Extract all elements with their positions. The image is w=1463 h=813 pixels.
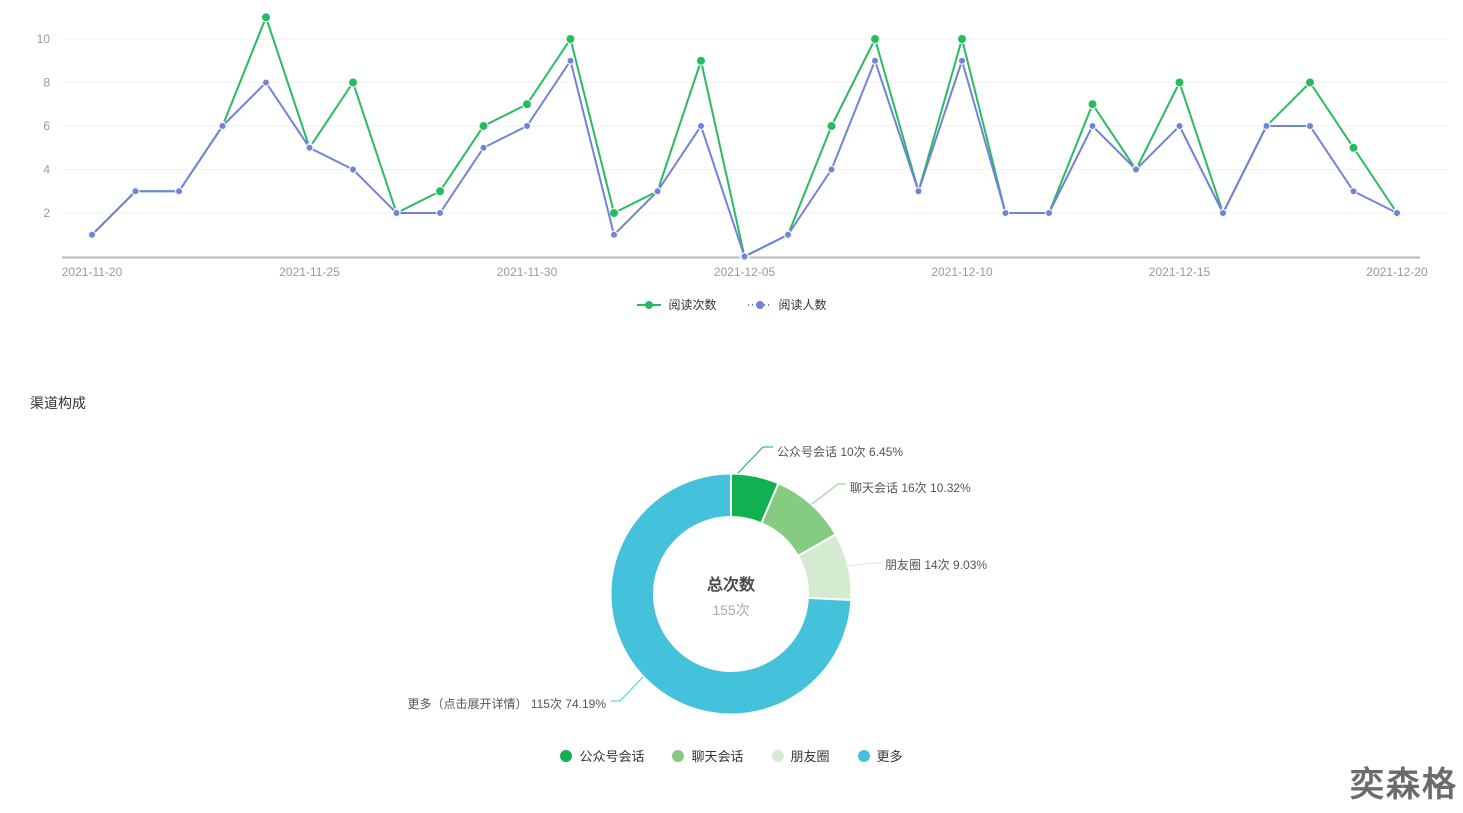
y-axis-tick-label: 6 <box>43 119 50 133</box>
data-point[interactable] <box>826 121 837 131</box>
data-point[interactable] <box>522 99 532 110</box>
data-point[interactable] <box>261 12 271 23</box>
data-point[interactable] <box>565 34 576 44</box>
donut-legend-label: 更多 <box>876 749 903 764</box>
line-legend-label: 阅读人数 <box>778 298 827 312</box>
data-point[interactable] <box>1306 122 1314 130</box>
line-legend-marker-icon <box>747 300 772 309</box>
y-axis-tick-label: 8 <box>43 76 50 90</box>
donut-leader-line <box>737 446 773 474</box>
donut-legend-item-gzh-session[interactable]: 公众号会话 <box>560 746 644 765</box>
data-point[interactable] <box>1087 99 1098 110</box>
line-legend-item-read-count[interactable]: 阅读次数 <box>636 296 717 313</box>
data-point[interactable] <box>784 230 792 239</box>
donut-center-text: 总次数 155次 <box>706 577 756 618</box>
x-axis-tick-label: 2021-11-30 <box>497 265 558 279</box>
x-axis-tick-label: 2021-12-05 <box>714 265 776 279</box>
data-point[interactable] <box>348 77 358 88</box>
donut-label-gzh-session: 公众号会话 10次 6.45% <box>777 445 904 459</box>
data-point[interactable] <box>609 208 619 218</box>
section-title-channel: 渠道构成 <box>30 395 86 411</box>
donut-legend-item-chat-session[interactable]: 聊天会话 <box>672 746 744 765</box>
data-point[interactable] <box>957 34 967 44</box>
y-axis-tick-label: 2 <box>43 206 50 220</box>
data-point[interactable] <box>1174 77 1185 88</box>
data-point[interactable] <box>914 187 923 196</box>
x-axis-tick-label: 2021-11-20 <box>62 265 123 279</box>
data-point[interactable] <box>436 209 444 217</box>
data-point[interactable] <box>305 143 314 152</box>
y-axis-tick-label: 4 <box>43 163 50 177</box>
donut-leader-line <box>848 562 881 567</box>
data-point[interactable] <box>1262 122 1271 130</box>
data-point[interactable] <box>871 56 879 65</box>
donut-center-label: 总次数 <box>706 577 756 594</box>
donut-legend-dot-icon <box>672 749 685 762</box>
donut-legend-label: 聊天会话 <box>691 749 744 764</box>
data-point[interactable] <box>1001 209 1010 217</box>
data-point[interactable] <box>479 143 488 152</box>
donut-label-moments: 朋友圈 14次 9.03% <box>885 558 988 572</box>
data-point[interactable] <box>870 34 880 44</box>
data-point[interactable] <box>1349 187 1358 196</box>
donut-label-chat-session: 聊天会话 16次 10.32% <box>850 481 971 495</box>
data-point[interactable] <box>1219 209 1227 217</box>
data-point[interactable] <box>696 55 706 66</box>
watermark-logo: 奕森格 <box>1350 766 1458 804</box>
data-point[interactable] <box>958 56 966 65</box>
line-chart-canvas: 2 4 6 8 10 2021-11-20 2021-11-25 2021-11-30 2021… <box>37 12 1448 279</box>
x-axis-tick-label: 2021-12-20 <box>1366 265 1428 279</box>
line-legend-item-read-users[interactable]: 阅读人数 <box>747 296 827 313</box>
channel-donut-chart <box>0 430 1463 732</box>
line-legend-label: 阅读次数 <box>668 298 717 312</box>
series-line-read-users <box>91 59 1398 258</box>
data-point[interactable] <box>131 187 140 196</box>
data-point[interactable] <box>435 186 445 197</box>
donut-legend-label: 公众号会话 <box>579 749 645 764</box>
x-axis-tick-label: 2021-12-15 <box>1149 265 1211 279</box>
data-point[interactable] <box>478 121 489 131</box>
data-point[interactable] <box>697 122 705 130</box>
data-point[interactable] <box>523 122 531 130</box>
data-point[interactable] <box>1175 122 1184 130</box>
donut-legend-item-moments[interactable]: 朋友圈 <box>771 746 830 765</box>
data-point[interactable] <box>1045 209 1053 217</box>
line-legend-marker-icon <box>637 300 662 309</box>
donut-chart-legend: 公众号会话 聊天会话 朋友圈 更多 <box>0 746 1463 765</box>
line-chart-legend: 阅读次数 阅读人数 <box>0 296 1463 313</box>
data-point[interactable] <box>740 252 749 261</box>
data-point[interactable] <box>1348 142 1359 153</box>
donut-legend-dot-icon <box>771 749 784 762</box>
donut-slice-more[interactable] <box>609 472 853 716</box>
data-point[interactable] <box>1132 165 1140 174</box>
data-point[interactable] <box>1088 122 1097 130</box>
data-point[interactable] <box>653 187 662 196</box>
donut-legend-dot-icon <box>857 749 870 762</box>
donut-leader-line <box>811 483 846 505</box>
donut-legend-label: 朋友圈 <box>790 749 830 764</box>
x-axis-tick-label: 2021-12-10 <box>931 265 993 279</box>
data-point[interactable] <box>610 230 618 239</box>
donut-chart-canvas <box>609 446 881 716</box>
donut-legend-dot-icon <box>560 749 573 762</box>
data-point[interactable] <box>1305 77 1315 88</box>
data-point[interactable] <box>175 187 183 196</box>
donut-label-more-expand[interactable]: 更多（点击展开详情） 115次 74.19% <box>407 697 607 711</box>
data-point[interactable] <box>349 165 357 174</box>
y-axis-tick-label: 10 <box>37 32 51 46</box>
data-point[interactable] <box>566 56 575 65</box>
donut-legend-item-more[interactable]: 更多 <box>857 746 903 765</box>
data-point[interactable] <box>827 165 836 174</box>
donut-center-value: 155次 <box>712 602 750 618</box>
donut-leader-line <box>611 676 644 702</box>
x-axis-tick-label: 2021-11-25 <box>279 265 340 279</box>
series-line-read-count <box>91 16 1398 258</box>
data-point[interactable] <box>88 230 96 239</box>
data-point[interactable] <box>1393 209 1401 217</box>
data-point[interactable] <box>218 122 227 130</box>
data-point[interactable] <box>392 209 401 217</box>
read-trend-chart: 2 4 6 8 10 2021-11-20 2021-11-25 2021-11-30 2021… <box>0 0 1463 290</box>
data-point[interactable] <box>262 78 270 87</box>
